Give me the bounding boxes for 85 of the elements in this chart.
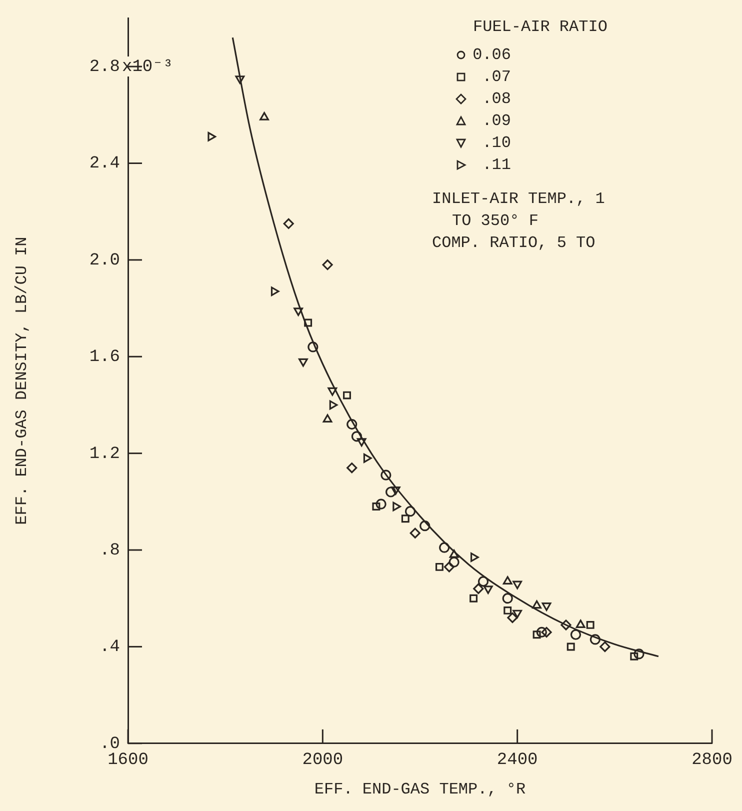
point bbox=[322, 259, 333, 270]
point bbox=[566, 642, 575, 651]
point bbox=[401, 514, 410, 523]
point bbox=[449, 550, 459, 558]
annotation: INLET-AIR TEMP., 1 bbox=[432, 190, 605, 210]
legend-title: FUEL-AIR RATIO bbox=[473, 18, 608, 38]
point bbox=[532, 600, 542, 609]
point bbox=[308, 342, 318, 352]
y-tick-label: 1.6 bbox=[89, 348, 120, 368]
point bbox=[380, 470, 392, 480]
legend-label: 0.06 bbox=[472, 46, 511, 64]
point bbox=[346, 419, 358, 430]
point bbox=[512, 580, 522, 590]
point bbox=[473, 583, 484, 594]
point bbox=[483, 586, 493, 594]
x-tick-label: 2000 bbox=[302, 751, 344, 770]
point bbox=[586, 620, 594, 629]
point bbox=[208, 132, 216, 142]
point bbox=[542, 602, 552, 611]
point bbox=[435, 562, 444, 571]
point bbox=[478, 576, 489, 587]
point bbox=[444, 562, 454, 572]
point bbox=[392, 502, 401, 512]
legend-label: .09 bbox=[481, 112, 511, 130]
line-series bbox=[232, 36, 660, 658]
point bbox=[329, 400, 338, 410]
point bbox=[404, 506, 416, 517]
y-tick-label: 2.0 bbox=[89, 251, 120, 270]
point bbox=[470, 552, 479, 562]
point bbox=[502, 593, 513, 604]
point bbox=[439, 542, 450, 553]
y-tick-label: 2.4 bbox=[89, 154, 120, 174]
point bbox=[536, 626, 547, 638]
point bbox=[448, 556, 460, 568]
y-tick-label: 2.8 bbox=[89, 58, 120, 78]
point bbox=[376, 498, 386, 510]
point bbox=[507, 612, 518, 623]
point bbox=[600, 641, 610, 652]
point bbox=[512, 610, 522, 618]
point bbox=[356, 438, 366, 447]
legend-label: .11 bbox=[481, 156, 511, 174]
point bbox=[363, 453, 372, 463]
x-tick-label: 2800 bbox=[692, 751, 732, 770]
point bbox=[346, 462, 358, 474]
point bbox=[260, 112, 269, 120]
annotation: x10⁻³ bbox=[122, 58, 174, 78]
point bbox=[328, 387, 338, 396]
point bbox=[634, 648, 644, 660]
annotation: COMP. RATIO, 5 TO bbox=[432, 234, 596, 254]
point bbox=[420, 520, 430, 532]
point bbox=[541, 626, 552, 638]
x-tick-label: 1600 bbox=[108, 751, 148, 770]
y-tick-label: .4 bbox=[100, 638, 120, 658]
point bbox=[294, 308, 304, 316]
point bbox=[502, 576, 512, 584]
point bbox=[343, 391, 351, 400]
y-tick-label: .8 bbox=[100, 542, 120, 561]
legend-label: .07 bbox=[481, 68, 511, 86]
point bbox=[504, 606, 512, 614]
point bbox=[570, 629, 582, 640]
point bbox=[630, 652, 638, 660]
point bbox=[390, 486, 400, 495]
point bbox=[532, 630, 541, 639]
point bbox=[372, 502, 380, 510]
x-tick-label: 2400 bbox=[496, 751, 538, 770]
point bbox=[351, 431, 362, 442]
annotation: TO 350° F bbox=[451, 212, 540, 232]
point bbox=[283, 218, 294, 229]
point bbox=[322, 414, 332, 423]
y-tick-label: .0 bbox=[100, 734, 120, 754]
point bbox=[470, 594, 478, 602]
point bbox=[576, 620, 586, 628]
point bbox=[386, 486, 396, 498]
point bbox=[560, 620, 572, 630]
legend-label: .10 bbox=[481, 134, 511, 152]
point bbox=[298, 358, 308, 367]
x-axis-title: EFF. END-GAS TEMP., °R bbox=[314, 780, 526, 799]
point bbox=[410, 528, 420, 538]
y-axis-title: EFF. END-GAS DENSITY, LB/CU IN bbox=[12, 236, 31, 525]
point bbox=[270, 286, 280, 296]
point bbox=[590, 634, 600, 645]
point bbox=[235, 76, 245, 84]
point bbox=[304, 318, 312, 327]
y-tick-label: 1.2 bbox=[89, 444, 120, 464]
legend-label: .08 bbox=[481, 90, 511, 108]
